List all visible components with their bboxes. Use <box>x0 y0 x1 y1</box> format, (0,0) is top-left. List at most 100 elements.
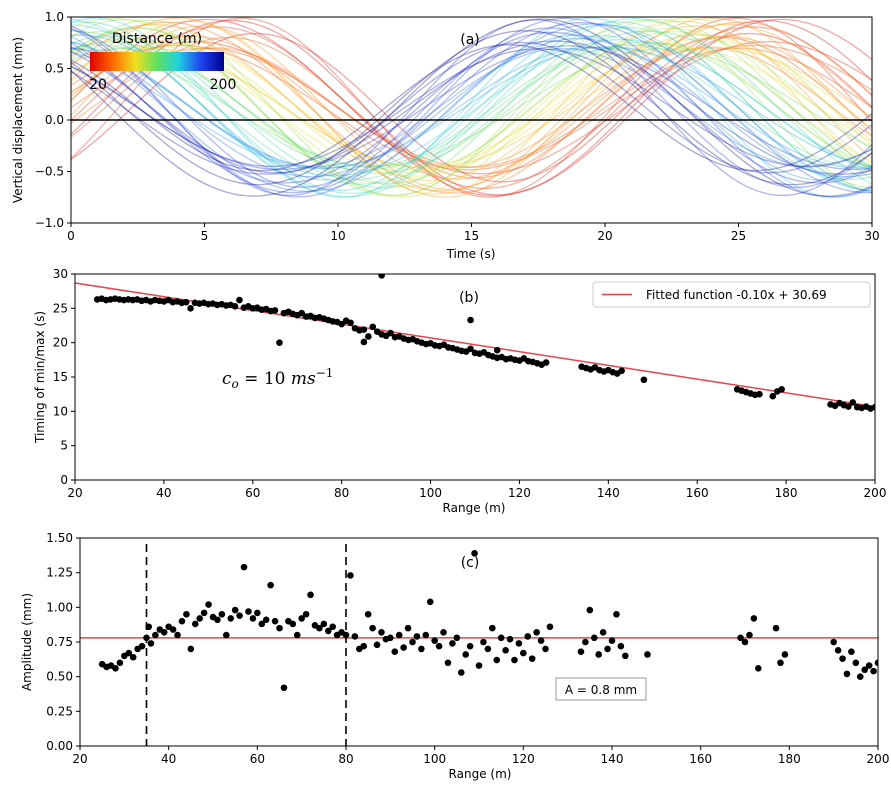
c-data-point <box>777 659 784 667</box>
a-curve-line <box>71 47 872 169</box>
b-y-axis-title: Timing of min/max (s) <box>33 311 47 444</box>
c-panel-label: (c) <box>461 555 480 571</box>
a-curve-line <box>71 17 872 198</box>
c-data-point <box>741 638 749 646</box>
annot-c: c <box>222 369 232 389</box>
c-y-tick-label: 0.25 <box>46 704 73 718</box>
c-y-axis-title: Amplitude (mm) <box>20 593 34 691</box>
c-data-point <box>462 651 470 658</box>
c-data-point <box>112 665 119 672</box>
b-annotation-wave-speed: co = 10 ms−1 <box>222 366 333 391</box>
annot-eq: = 10 <box>239 369 291 389</box>
a-curve-line <box>71 37 872 178</box>
b-x-tick-label: 200 <box>864 486 887 500</box>
panel-b: 20 40 60 80 100 120 140 160 180 200 0 5 10 15 20 25 30 (… <box>33 267 886 515</box>
c-data-point <box>307 591 314 599</box>
c-x-tick-label: 180 <box>778 752 801 766</box>
c-data-point <box>293 631 301 639</box>
a-curve-line <box>71 36 872 179</box>
c-x-tick-label: 140 <box>601 752 624 766</box>
a-ticks: 0 5 10 15 20 25 30 −1.0 −0.5 0.0 0.5 1.0 <box>35 10 880 243</box>
c-data-point <box>214 616 221 624</box>
c-data-point <box>590 634 598 642</box>
b-x-tick-label: 60 <box>245 486 260 500</box>
a-x-tick-label: 5 <box>201 229 209 243</box>
b-data-point <box>467 345 474 353</box>
annot-unit: ms <box>291 369 316 389</box>
panel-a: 0 5 10 15 20 25 30 −1.0 −0.5 0.0 0.5 1.0 (a) Time (… <box>11 10 880 261</box>
a-curve-line <box>71 25 872 191</box>
c-y-tick-label: 1.50 <box>46 531 73 545</box>
c-data-point <box>240 563 248 571</box>
c-data-point <box>205 601 212 608</box>
c-data-point <box>426 598 434 606</box>
a-x-axis-title: Time (s) <box>446 247 496 261</box>
c-data-point <box>236 612 243 619</box>
b-data-point <box>236 296 243 304</box>
a-y-tick-label: −1.0 <box>35 216 64 230</box>
c-data-point <box>861 666 868 674</box>
a-curve-line <box>71 48 872 168</box>
a-curve-line <box>71 47 872 168</box>
c-x-tick-label: 40 <box>161 752 176 766</box>
c-ticks: 20 40 60 80 100 120 140 160 180 200 0.00 0.25 0.50 0.… <box>46 531 889 766</box>
b-data-point <box>756 390 763 398</box>
c-x-axis-title: Range (m) <box>449 767 512 781</box>
b-x-tick-label: 160 <box>686 486 709 500</box>
c-data-point <box>502 647 509 654</box>
a-curve-line <box>71 27 872 188</box>
b-x-tick-label: 120 <box>508 486 531 500</box>
c-data-point <box>750 615 758 622</box>
a-curve-line <box>71 41 872 175</box>
a-curve-line <box>71 17 872 198</box>
c-data-point <box>515 640 523 647</box>
c-data-point <box>772 624 780 632</box>
c-data-point <box>143 634 150 642</box>
a-curve-line <box>71 47 872 168</box>
b-panel-label: (b) <box>459 290 479 306</box>
c-data-point <box>524 633 532 640</box>
a-curve-line <box>71 31 872 185</box>
c-data-point <box>404 624 412 632</box>
a-colorbar: Distance (m) 20 200 <box>89 31 236 93</box>
c-data-point <box>617 642 625 650</box>
c-data-point <box>160 628 168 636</box>
b-y-tick-label: 15 <box>53 370 68 384</box>
c-data-point <box>431 637 438 644</box>
c-data-point <box>196 615 203 622</box>
c-data-point <box>435 642 443 650</box>
c-data-point <box>449 640 456 647</box>
c-amplitude-label-box: A = 0.8 mm <box>555 677 647 701</box>
c-data-point <box>493 656 501 664</box>
a-curve-line <box>71 44 872 171</box>
c-data-point <box>457 669 465 676</box>
a-curve-line <box>71 30 872 186</box>
c-data-point <box>329 623 337 631</box>
c-data-point <box>413 633 421 640</box>
a-curves <box>71 17 872 198</box>
c-data-point <box>755 665 762 672</box>
c-data-point <box>737 634 744 642</box>
a-curve-line <box>71 24 872 192</box>
c-data-point <box>542 645 549 653</box>
annot-sup: −1 <box>316 366 334 380</box>
b-data-point <box>542 359 550 366</box>
a-curve-line <box>71 27 872 188</box>
a-curve-line <box>71 19 872 196</box>
a-x-tick-label: 10 <box>330 229 345 243</box>
c-data-point <box>746 631 753 639</box>
c-data-point <box>129 653 137 661</box>
c-data-point <box>644 651 651 658</box>
c-data-point <box>453 634 461 642</box>
b-data-point <box>276 339 283 346</box>
c-data-point <box>843 670 851 678</box>
a-curve-line <box>71 31 872 184</box>
c-x-tick-label: 20 <box>72 752 87 766</box>
c-data-point <box>444 659 452 667</box>
c-data-point <box>586 606 594 614</box>
c-data-point <box>480 638 487 646</box>
a-curve-line <box>71 18 872 197</box>
c-data-point <box>280 684 288 692</box>
c-y-tick-label: 1.00 <box>46 600 73 614</box>
